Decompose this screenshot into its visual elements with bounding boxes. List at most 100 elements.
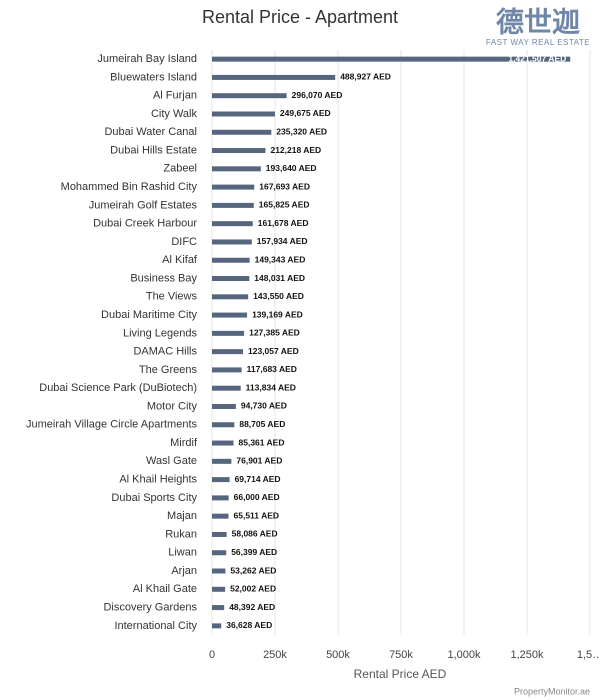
value-label: 85,361 AED [239, 437, 285, 447]
x-tick-label: 1,5… [577, 649, 600, 661]
value-label: 94,730 AED [241, 401, 287, 411]
y-tick-label: Al Kifaf [162, 254, 198, 266]
logo-subtext: FAST WAY REAL ESTATE [486, 38, 590, 47]
bar [212, 330, 245, 336]
value-label: 52,002 AED [230, 584, 276, 594]
y-tick-label: Dubai Hills Estate [110, 144, 197, 156]
y-tick-label: Discovery Gardens [103, 601, 197, 613]
bar [212, 111, 275, 117]
value-label: 249,675 AED [280, 108, 331, 118]
y-tick-label: Zabeel [163, 163, 197, 175]
value-label: 149,343 AED [255, 254, 306, 264]
y-tick-label: Dubai Sports City [111, 492, 197, 504]
y-tick-label: The Views [146, 291, 198, 303]
bar [212, 422, 235, 428]
y-tick-label: Mohammed Bin Rashid City [61, 181, 198, 193]
source: PropertyMonitor.ae [514, 686, 590, 696]
value-label: 167,693 AED [259, 181, 310, 191]
value-label: 212,218 AED [270, 145, 321, 155]
bar [212, 312, 248, 318]
value-label: 488,927 AED [340, 72, 391, 82]
bar [212, 586, 226, 592]
value-label: 157,934 AED [257, 236, 308, 246]
value-label: 76,901 AED [236, 456, 282, 466]
value-label: 139,169 AED [252, 309, 303, 319]
y-tick-label: DAMAC Hills [133, 346, 197, 358]
y-tick-label: Dubai Creek Harbour [93, 218, 197, 230]
value-label: 1,421,507 AED [508, 53, 566, 63]
value-label: 127,385 AED [249, 328, 300, 338]
bar [212, 623, 222, 629]
bar [212, 166, 261, 172]
value-label: 148,031 AED [254, 273, 305, 283]
bar [212, 202, 254, 208]
bar [212, 605, 225, 611]
bar [212, 93, 287, 99]
value-label: 48,392 AED [229, 602, 275, 612]
bar [212, 184, 255, 190]
y-tick-label: DIFC [171, 236, 197, 248]
x-tick-label: 1,000k [447, 649, 481, 661]
logo: 德世迦 [496, 6, 580, 37]
value-label: 66,000 AED [234, 492, 280, 502]
x-tick-label: 0 [209, 649, 215, 661]
bar [212, 239, 252, 245]
bar [212, 531, 227, 537]
x-tick-label: 250k [263, 649, 287, 661]
bar [212, 367, 242, 373]
y-tick-label: Jumeirah Golf Estates [89, 199, 198, 211]
y-tick-label: City Walk [151, 108, 198, 120]
chart-title: Rental Price - Apartment [202, 7, 398, 27]
value-label: 88,705 AED [239, 419, 285, 429]
bar [212, 148, 266, 154]
y-tick-label: Jumeirah Bay Island [97, 53, 197, 65]
bar [212, 403, 236, 409]
bar [212, 440, 234, 446]
y-tick-label: Arjan [171, 565, 197, 577]
bar [212, 495, 229, 501]
bar [212, 74, 336, 80]
value-label: 53,262 AED [230, 565, 276, 575]
y-tick-label: Rukan [165, 528, 197, 540]
x-axis-label: Rental Price AED [354, 667, 447, 681]
y-tick-label: Dubai Maritime City [101, 309, 197, 321]
x-tick-label: 500k [326, 649, 350, 661]
x-tick-label: 750k [389, 649, 413, 661]
bar [212, 349, 244, 355]
bar [212, 568, 226, 574]
value-label: 296,070 AED [292, 90, 343, 100]
y-tick-label: Bluewaters Island [110, 71, 197, 83]
value-label: 36,628 AED [226, 620, 272, 630]
bar [212, 294, 249, 300]
y-tick-label: Wasl Gate [146, 455, 197, 467]
y-tick-label: Living Legends [123, 327, 198, 339]
y-tick-label: Mirdif [170, 437, 198, 449]
bar [212, 257, 250, 263]
value-label: 65,511 AED [234, 510, 280, 520]
bar [212, 513, 229, 519]
bar [212, 458, 232, 464]
value-label: 193,640 AED [266, 163, 317, 173]
bar [212, 221, 253, 227]
y-tick-label: The Greens [139, 364, 198, 376]
bar [212, 477, 230, 483]
value-label: 143,550 AED [253, 291, 304, 301]
y-tick-label: Al Furjan [153, 90, 197, 102]
y-tick-label: Dubai Science Park (DuBiotech) [39, 382, 197, 394]
y-tick-label: International City [114, 620, 197, 632]
value-label: 235,320 AED [276, 127, 327, 137]
value-label: 56,399 AED [231, 547, 277, 557]
y-tick-label: Dubai Water Canal [104, 126, 197, 138]
bar [212, 56, 571, 62]
y-tick-label: Al Khail Gate [133, 583, 197, 595]
y-tick-label: Al Khail Heights [119, 474, 197, 486]
y-tick-label: Motor City [147, 400, 198, 412]
value-label: 113,834 AED [246, 382, 296, 392]
y-tick-label: Liwan [168, 547, 197, 559]
value-label: 165,825 AED [259, 200, 310, 210]
value-label: 69,714 AED [235, 474, 281, 484]
bar [212, 550, 227, 556]
value-label: 161,678 AED [258, 218, 309, 228]
y-tick-label: Jumeirah Village Circle Apartments [26, 419, 197, 431]
